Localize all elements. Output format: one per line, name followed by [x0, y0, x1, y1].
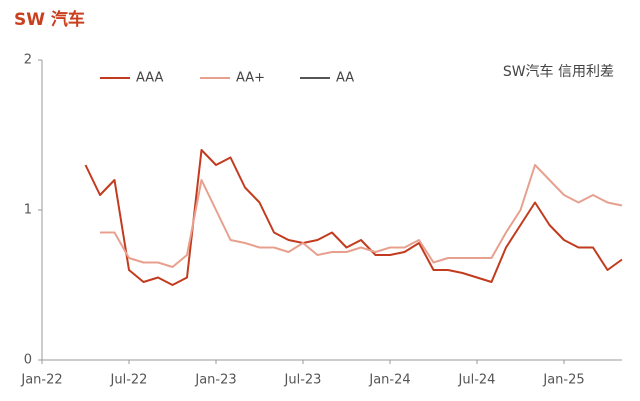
- x-tick-label: Jul-24: [458, 373, 496, 388]
- line-series: [84, 149, 623, 286]
- legend-label: AA+: [236, 71, 265, 86]
- x-tick-label: Jul-23: [284, 373, 322, 388]
- x-tick-label: Jan-25: [542, 373, 584, 388]
- y-tick-label: 2: [24, 53, 32, 68]
- y-tick-label: 1: [24, 203, 32, 218]
- y-tick-label: 0: [24, 353, 32, 368]
- x-tick-label: Jan-24: [368, 373, 410, 388]
- chart-title: SW 汽车: [14, 9, 85, 30]
- x-tick-label: Jul-22: [110, 373, 148, 388]
- x-tick-label: Jan-22: [20, 373, 62, 388]
- line-series: [100, 164, 623, 268]
- annotation: SW汽车 信用利差: [503, 63, 614, 80]
- legend-label: AAA: [136, 71, 164, 86]
- legend-label: AA: [336, 71, 354, 86]
- x-tick-label: Jan-23: [194, 373, 236, 388]
